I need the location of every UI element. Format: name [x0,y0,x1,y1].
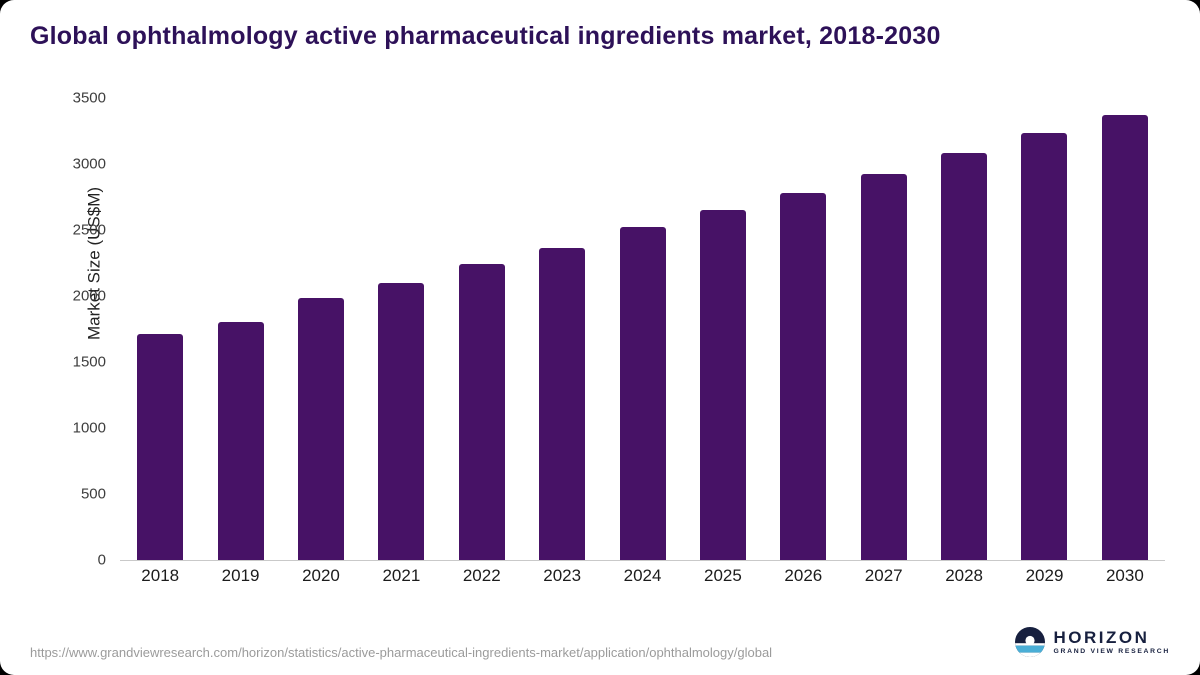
bar-slot [281,98,361,560]
bar-2027 [860,173,907,560]
y-tick-label: 2500 [72,221,106,239]
x-tick-label: 2020 [302,566,340,585]
bar-slot [361,98,441,560]
bar-slot [683,98,763,560]
x-tick-label: 2030 [1105,566,1144,585]
bar-2023 [539,248,586,560]
bar-2020 [297,297,344,560]
bar-2029 [1021,132,1068,560]
bar-2018 [137,334,184,560]
x-tick-label: 2021 [382,566,421,585]
x-tick-label: 2022 [462,566,501,585]
footer: https://www.grandviewresearch.com/horizo… [30,627,1170,663]
bar-2028 [941,153,988,560]
x-tick-label: 2024 [623,566,662,585]
bar-2025 [699,209,746,560]
x-tick-label: 2026 [784,566,823,585]
y-tick-label: 0 [97,551,106,569]
logo-name: HORIZON [1053,627,1150,647]
y-tick-label: 1000 [72,419,106,437]
y-tick-label: 3000 [72,155,106,173]
bar-2019 [217,322,264,560]
bar-2030 [1101,115,1148,560]
bar-slot [1085,98,1165,560]
bar-slot [200,98,280,560]
logo-text: HORIZON GRAND VIEW RESEARCH [1053,629,1170,656]
bar-2026 [780,193,827,560]
y-tick-label: 2000 [72,287,106,305]
y-tick-label: 500 [80,485,106,503]
x-tick-label: 2025 [704,566,742,585]
y-tick-label: 3500 [72,89,106,107]
bar-slot [924,98,1004,560]
bar-slot [844,98,924,560]
x-tick-label: 2018 [141,566,180,585]
x-tick-label: 2019 [221,566,260,585]
x-tick-label: 2027 [864,566,903,585]
bar-2024 [619,226,666,560]
y-axis-label: Market Size (US$M) [84,186,104,340]
x-tick-label: 2023 [543,566,582,585]
bar-2021 [378,282,425,560]
source-url: https://www.grandviewresearch.com/horizo… [30,645,773,661]
plot-area: 0 500 1000 1500 2000 2500 3000 3500 [73,90,1165,569]
logo-subtitle: GRAND VIEW RESEARCH [1053,647,1170,655]
bar-slot [442,98,522,560]
bar-slot [522,98,602,560]
x-tick-label: 2029 [1025,566,1064,585]
horizon-logo: HORIZON GRAND VIEW RESEARCH [1015,627,1170,663]
chart-title: Global ophthalmology active pharmaceutic… [30,22,941,50]
y-tick-label: 1500 [72,353,106,371]
bar-slot [1004,98,1084,560]
x-tick-label: 2028 [945,566,984,585]
bar-slot [602,98,682,560]
bar-series [120,98,1165,560]
horizon-circle-icon [1015,627,1046,657]
x-axis-labels: 2018 2019 2020 2021 2022 2023 2024 2025 2026 2027… [120,566,1165,586]
bar-2022 [458,264,505,560]
bar-slot [120,98,200,560]
bar-slot [763,98,843,560]
